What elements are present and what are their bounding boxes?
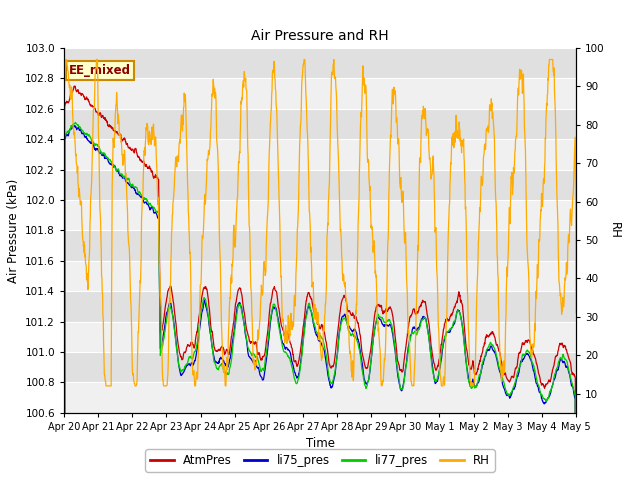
Bar: [64, 261, 576, 291]
Text: EE_mixed: EE_mixed: [69, 64, 131, 77]
X-axis label: Time: Time: [305, 437, 335, 450]
Legend: AtmPres, li75_pres, li77_pres, RH: AtmPres, li75_pres, li77_pres, RH: [145, 449, 495, 472]
Y-axis label: Air Pressure (kPa): Air Pressure (kPa): [6, 178, 20, 283]
Bar: [64, 200, 576, 230]
Bar: [64, 230, 576, 261]
Bar: [64, 169, 576, 200]
Title: Air Pressure and RH: Air Pressure and RH: [251, 29, 389, 43]
Bar: [64, 48, 576, 78]
Bar: [64, 139, 576, 169]
Bar: [64, 78, 576, 109]
Bar: [64, 109, 576, 139]
Bar: [64, 291, 576, 322]
Y-axis label: RH: RH: [608, 222, 621, 239]
Bar: [64, 322, 576, 352]
Bar: [64, 383, 576, 413]
Bar: [64, 352, 576, 383]
